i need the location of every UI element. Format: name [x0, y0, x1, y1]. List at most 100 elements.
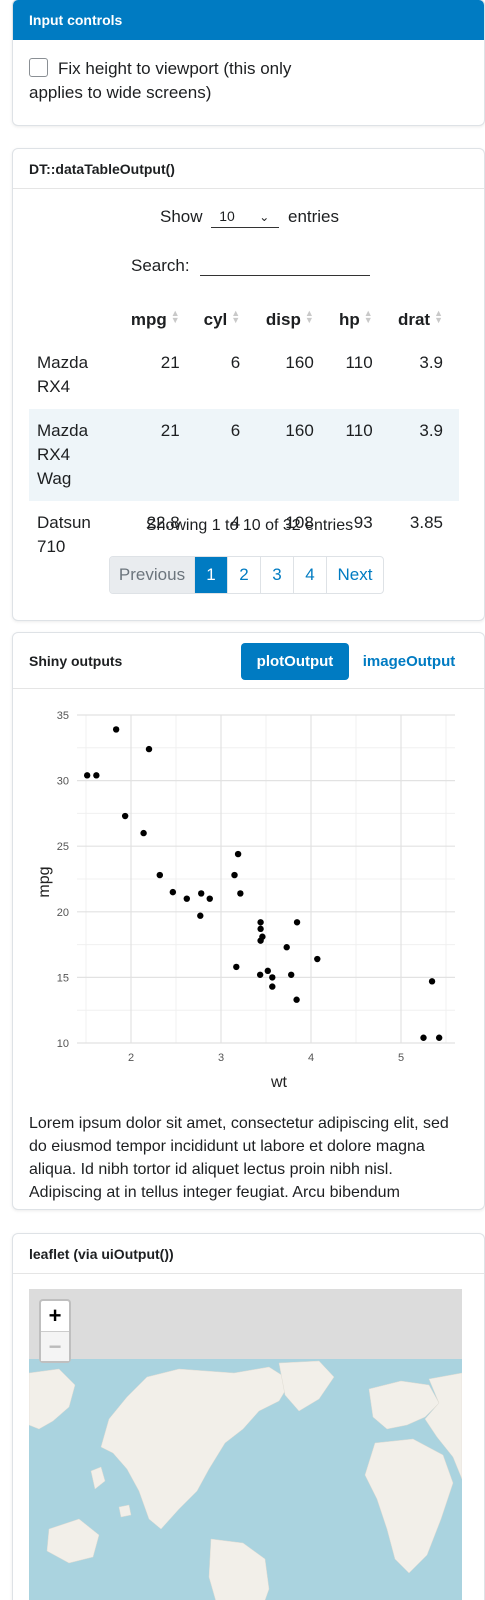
y-tick-label: 35	[57, 710, 69, 722]
sort-icon: ▲ ▼	[170, 308, 180, 325]
data-point	[435, 1034, 443, 1041]
cell-mpg: 21	[160, 353, 180, 372]
show-label: Show	[159, 207, 203, 226]
data-point	[145, 745, 153, 753]
zoom-in-button[interactable]: +	[48, 1303, 62, 1328]
leaflet-map[interactable]: + −	[29, 1289, 462, 1600]
y-tick-label: 30	[57, 776, 69, 788]
y-axis-label: mpg	[36, 866, 53, 897]
tab-plot-output[interactable]: plotOutput	[241, 643, 349, 680]
data-point	[257, 925, 264, 933]
data-point	[269, 983, 276, 990]
cell-hp: 93	[353, 513, 373, 532]
tab-image-output[interactable]: imageOutput	[362, 653, 456, 670]
y-tick-label: 20	[57, 907, 69, 919]
x-tick-label: 3	[218, 1052, 224, 1064]
column-label: cyl	[203, 310, 228, 329]
column-label: drat	[397, 310, 431, 329]
table-info: Showing 1 to 10 of 32 entries	[145, 517, 354, 534]
cell-drat: 3.9	[419, 353, 443, 372]
data-point	[93, 772, 100, 779]
column-header-hp[interactable]: hp ▲ ▼	[330, 299, 389, 341]
data-point	[156, 871, 163, 879]
column-label: hp	[338, 310, 360, 329]
card-title: leaflet (via uiOutput())	[29, 1245, 174, 1262]
asia-west-shape	[29, 1368, 76, 1430]
page-2-button[interactable]: 2	[227, 557, 260, 593]
card-title: Shiny outputs	[29, 652, 123, 669]
column-header-cyl[interactable]: cyl ▲ ▼	[196, 299, 257, 341]
plot-tick-labels: 10 15 20 25 30 35 2 3 4 5	[57, 710, 404, 1064]
page-3-button[interactable]: 3	[260, 557, 293, 593]
data-point	[293, 919, 301, 926]
entries-select[interactable]: 10 ⌄	[211, 208, 280, 228]
x-tick-label: 4	[308, 1052, 314, 1064]
data-point	[428, 978, 436, 985]
data-point	[234, 850, 242, 858]
map-ocean	[29, 1359, 462, 1600]
cell-cyl: 6	[195, 409, 257, 501]
australia-shape	[46, 1518, 100, 1564]
page-1-button[interactable]: 1	[194, 557, 227, 593]
cell-disp: 108	[285, 513, 314, 532]
data-point	[112, 726, 120, 733]
column-label: disp	[265, 310, 301, 329]
cell-hp: 110	[345, 353, 373, 372]
scatter-plot: 10 15 20 25 30 35 2 3 4 5 wt mpg	[36, 710, 455, 1091]
data-point	[257, 937, 264, 944]
cell-mpg: 21	[121, 409, 196, 501]
shiny-outputs-card: Shiny outputs plotOutput imageOutput 10 1…	[12, 632, 485, 1210]
column-header-disp[interactable]: disp ▲ ▼	[256, 299, 330, 341]
column-header-mpg[interactable]: mpg ▲ ▼	[121, 299, 196, 341]
data-point	[169, 888, 177, 896]
fix-height-checkbox-row[interactable]: Fix height to viewport (this only applie…	[29, 57, 329, 105]
lorem-paragraph: Lorem ipsum dolor sit amet, consectetur …	[29, 1115, 449, 1201]
data-table: mpg ▲ ▼ cyl ▲ ▼ disp ▲ ▼ hp ▲ ▼ drat ▲ ▼ Mazda RX4…	[29, 299, 459, 569]
south-america-shape	[208, 1538, 270, 1600]
africa-shape	[364, 1438, 454, 1574]
zoom-out-button[interactable]: −	[41, 1331, 69, 1361]
sort-icon: ▲ ▼	[363, 308, 373, 325]
greenland-shape	[278, 1360, 335, 1412]
plot-points	[83, 726, 443, 1041]
sort-icon: ▲ ▼	[434, 308, 443, 325]
data-point	[206, 895, 213, 902]
cell-mpg: 22.8	[146, 513, 180, 532]
table-length-control: Show 10 ⌄ entries	[13, 207, 484, 228]
island-shape	[90, 1466, 106, 1490]
x-axis-label: wt	[270, 1074, 288, 1091]
table-row[interactable]: Mazda RX4 21 6 160 110 3.9	[29, 341, 459, 409]
cell-drat: 3.85	[409, 513, 443, 532]
column-header-drat[interactable]: drat ▲ ▼	[389, 299, 459, 341]
table-header-row: mpg ▲ ▼ cyl ▲ ▼ disp ▲ ▼ hp ▲ ▼ drat ▲ ▼	[29, 299, 459, 341]
data-point	[420, 1034, 427, 1041]
previous-page-button[interactable]: Previous	[110, 557, 194, 593]
next-page-button[interactable]: Next	[326, 557, 383, 593]
leaflet-card: leaflet (via uiOutput()) + −	[12, 1233, 485, 1600]
fix-height-checkbox[interactable]	[29, 58, 48, 77]
data-point	[121, 812, 129, 820]
page-4-button[interactable]: 4	[293, 557, 326, 593]
table-row[interactable]: Mazda RX4 Wag 21 6 160 110 3.9	[29, 409, 459, 501]
datatable-card: DT::dataTableOutput() Show 10 ⌄ entries …	[12, 148, 485, 621]
data-point	[140, 829, 147, 837]
data-point	[231, 871, 238, 879]
data-point	[293, 996, 300, 1003]
y-tick-label: 25	[57, 841, 69, 853]
data-point	[269, 974, 276, 981]
table-row[interactable]: Datsun 710 22.8 4 108 93 3.85	[29, 501, 459, 569]
shiny-outputs-header: Shiny outputs	[13, 633, 484, 689]
data-point	[183, 895, 190, 902]
asia-shape	[424, 1372, 462, 1480]
europe-shape	[368, 1380, 440, 1430]
cell-disp: 160	[285, 353, 314, 372]
data-point	[198, 890, 205, 897]
chevron-down-icon: ⌄	[259, 210, 270, 224]
search-input[interactable]	[199, 254, 370, 276]
pagination: Previous 1 2 3 4 Next	[109, 556, 384, 594]
sort-icon: ▲ ▼	[304, 308, 314, 325]
cell-hp: 110	[329, 409, 389, 501]
card-title: Input controls	[29, 12, 123, 28]
datatable-header: DT::dataTableOutput()	[13, 149, 484, 189]
cell-name: Mazda RX4 Wag	[29, 409, 121, 501]
